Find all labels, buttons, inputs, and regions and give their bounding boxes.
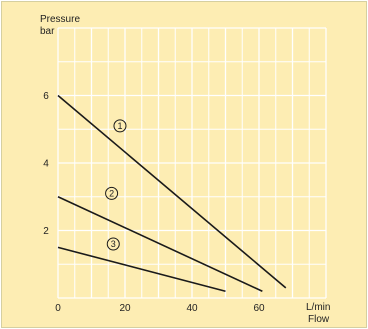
y-axis-title-line2: bar [40,26,55,37]
tick-labels: 0 20 40 60 2 4 6 [43,91,265,314]
x-axis-title-line1: L/min [306,302,330,313]
y-tick-label: 4 [43,159,49,170]
series-line-2 [57,196,263,292]
series-line-3 [57,246,226,293]
series-line-1 [57,94,287,289]
x-tick-label: 40 [186,303,198,314]
series-marker-circle-1 [113,119,127,133]
series-marker-label-2: 2 [109,189,114,199]
series-marker-label-1: 1 [117,121,122,131]
y-tick-label: 2 [43,226,49,237]
series-lines [57,94,287,293]
x-tick-label: 0 [55,303,61,314]
series-marker-label-3: 3 [111,239,116,249]
series-marker-circle-3 [106,237,120,251]
y-tick-label: 6 [43,91,49,102]
x-tick-label: 20 [119,303,131,314]
y-axis-title-line1: Pressure [40,14,80,25]
x-axis-title-line2: Flow [308,314,330,325]
series-markers: 1 2 3 [105,119,127,251]
series-marker-circle-2 [105,186,119,200]
grid [57,27,327,299]
x-tick-label: 60 [253,303,265,314]
